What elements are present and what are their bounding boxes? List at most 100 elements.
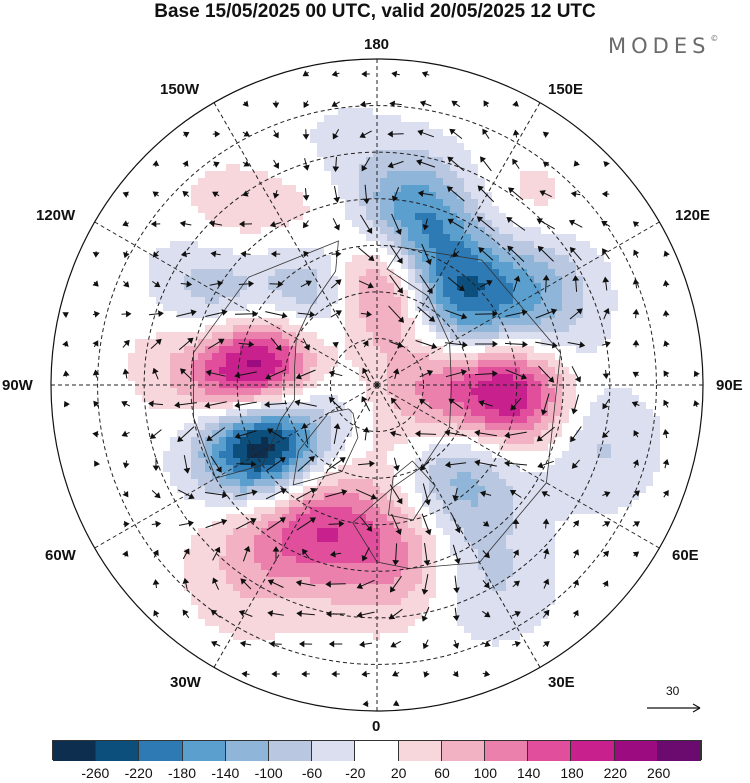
field-cell — [86, 444, 94, 452]
field-cell — [359, 325, 367, 333]
field-cell — [611, 178, 619, 186]
field-cell — [611, 248, 619, 256]
field-cell — [667, 248, 675, 256]
field-cell — [576, 479, 584, 487]
field-cell — [184, 353, 192, 361]
field-cell — [401, 122, 409, 130]
field-cell — [324, 108, 332, 116]
field-cell — [478, 325, 486, 333]
field-cell — [163, 283, 171, 291]
field-cell — [394, 241, 402, 249]
field-cell — [604, 367, 612, 375]
field-cell — [548, 416, 556, 424]
field-cell — [275, 339, 283, 347]
field-cell — [534, 248, 542, 256]
field-cell — [331, 360, 339, 368]
field-cell — [485, 115, 493, 123]
field-cell — [562, 234, 570, 242]
field-cell — [79, 423, 87, 431]
field-cell — [184, 395, 192, 403]
field-cell — [548, 136, 556, 144]
field-cell — [240, 437, 248, 445]
field-cell — [583, 248, 591, 256]
field-cell — [674, 332, 682, 340]
field-cell — [114, 304, 122, 312]
field-cell — [408, 332, 416, 340]
field-cell — [254, 206, 262, 214]
field-cell — [254, 479, 262, 487]
field-cell — [583, 430, 591, 438]
field-cell — [177, 283, 185, 291]
field-cell — [310, 143, 318, 151]
field-cell — [450, 157, 458, 165]
field-cell — [534, 143, 542, 151]
field-cell — [520, 409, 528, 417]
field-cell — [618, 486, 626, 494]
field-cell — [100, 227, 108, 235]
field-cell — [618, 479, 626, 487]
field-cell — [506, 444, 514, 452]
field-cell — [660, 325, 668, 333]
field-cell — [492, 402, 500, 410]
field-cell — [72, 472, 80, 480]
field-cell — [604, 199, 612, 207]
field-cell — [352, 171, 360, 179]
field-cell — [359, 458, 367, 466]
field-cell — [394, 360, 402, 368]
field-cell — [135, 437, 143, 445]
field-cell — [464, 311, 472, 319]
field-cell — [128, 409, 136, 417]
field-cell — [408, 437, 416, 445]
field-cell — [317, 353, 325, 361]
field-cell — [72, 262, 80, 270]
field-cell — [289, 80, 297, 88]
field-cell — [485, 199, 493, 207]
field-cell — [128, 493, 136, 501]
field-cell — [534, 290, 542, 298]
field-cell — [93, 486, 101, 494]
field-cell — [555, 430, 563, 438]
field-cell — [541, 472, 549, 480]
field-cell — [303, 185, 311, 193]
field-cell — [359, 290, 367, 298]
field-cell — [317, 59, 325, 67]
field-cell — [205, 423, 213, 431]
field-cell — [513, 479, 521, 487]
field-cell — [331, 192, 339, 200]
field-cell — [485, 332, 493, 340]
field-cell — [79, 262, 87, 270]
field-cell — [198, 360, 206, 368]
field-cell — [170, 423, 178, 431]
field-cell — [478, 479, 486, 487]
field-cell — [142, 388, 150, 396]
field-cell — [604, 332, 612, 340]
field-cell — [324, 318, 332, 326]
field-cell — [114, 255, 122, 263]
field-cell — [205, 395, 213, 403]
field-cell — [499, 164, 507, 172]
field-cell — [128, 269, 136, 277]
field-cell — [408, 241, 416, 249]
field-cell — [408, 353, 416, 361]
field-cell — [170, 325, 178, 333]
field-cell — [583, 213, 591, 221]
field-cell — [177, 444, 185, 452]
field-cell — [632, 206, 640, 214]
field-cell — [646, 472, 654, 480]
field-cell — [254, 87, 262, 95]
field-cell — [324, 73, 332, 81]
field-cell — [632, 199, 640, 207]
field-cell — [639, 311, 647, 319]
field-cell — [275, 143, 283, 151]
field-cell — [443, 332, 451, 340]
field-cell — [380, 437, 388, 445]
field-cell — [429, 409, 437, 417]
field-cell — [205, 311, 213, 319]
field-cell — [471, 199, 479, 207]
field-cell — [639, 402, 647, 410]
field-cell — [555, 234, 563, 242]
field-cell — [555, 283, 563, 291]
field-cell — [541, 395, 549, 403]
field-cell — [604, 311, 612, 319]
field-cell — [408, 451, 416, 459]
